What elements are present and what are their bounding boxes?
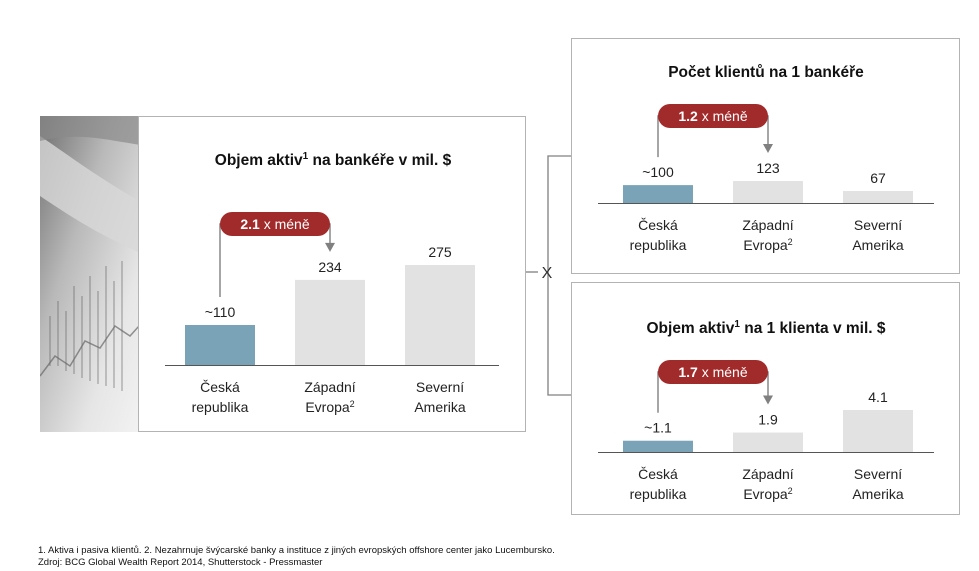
category-label-3: Severní Amerika xyxy=(852,466,904,502)
ratio-badge-text: 1.7 x méně xyxy=(678,364,747,380)
ratio-badge-text: 1.2 x méně xyxy=(678,108,747,124)
footnote-notes: 1. Aktiva i pasiva klientů. 2. Nezahrnuj… xyxy=(38,545,555,556)
chart-title: Objem aktiv1 na 1 klienta v mil. $ xyxy=(646,319,885,337)
bar-3 xyxy=(843,410,913,452)
connector-multiply: X xyxy=(526,155,571,396)
chart-clients-per-banker: Počet klientů na 1 bankéře ~100 123 67 Česká… xyxy=(598,64,934,253)
ratio-badge xyxy=(220,212,330,236)
category-label-1: Česká republika xyxy=(630,217,687,253)
category-label-1: Česká republika xyxy=(630,466,687,502)
chart-assets-per-client: Objem aktiv1 na 1 klienta v mil. $ ~1.1 1.… xyxy=(598,319,934,502)
panel-assets-per-banker: Objem aktiv1 na bankéře v mil. $ ~110 234 2… xyxy=(138,116,526,432)
bar-2 xyxy=(295,279,365,365)
photo-hand-charts xyxy=(40,116,148,432)
chart-title: Objem aktiv1 na bankéře v mil. $ xyxy=(215,151,452,169)
value-label-3: 4.1 xyxy=(868,389,888,405)
value-label-1: ~1.1 xyxy=(644,420,672,436)
comparison-arrowhead xyxy=(763,144,773,153)
bar-1 xyxy=(623,185,693,203)
bar-3 xyxy=(405,265,475,365)
value-label-1: ~110 xyxy=(205,304,236,320)
ratio-badge xyxy=(658,360,768,384)
category-label-2: Západní Evropa2 xyxy=(742,466,793,502)
footnote-source: Zdroj: BCG Global Wealth Report 2014, Sh… xyxy=(38,557,323,568)
bar-1 xyxy=(185,325,255,365)
bar-3 xyxy=(843,191,913,203)
photo-image xyxy=(40,116,148,432)
category-label-1: Česká republika xyxy=(192,379,249,415)
value-label-2: 234 xyxy=(318,259,342,275)
panel-assets-per-client: Objem aktiv1 na 1 klienta v mil. $ ~1.1 1.… xyxy=(571,282,960,515)
value-label-2: 1.9 xyxy=(758,412,778,428)
comparison-arrowhead xyxy=(325,242,335,252)
connector-bracket xyxy=(547,155,571,396)
category-label-3: Severní Amerika xyxy=(852,217,904,253)
footnotes: 1. Aktiva i pasiva klientů. 2. Nezahrnuj… xyxy=(38,545,555,569)
chart-assets-per-banker: Objem aktiv1 na bankéře v mil. $ ~110 234 2… xyxy=(165,151,499,415)
category-label-3: Severní Amerika xyxy=(414,379,466,415)
chart-title: Počet klientů na 1 bankéře xyxy=(668,64,864,81)
ratio-badge xyxy=(658,104,768,128)
value-label-3: 67 xyxy=(870,170,886,186)
bar-2 xyxy=(733,432,803,452)
multiply-operator: X xyxy=(542,265,553,282)
value-label-1: ~100 xyxy=(642,164,674,180)
value-label-2: 123 xyxy=(756,160,780,176)
value-label-3: 275 xyxy=(428,244,452,260)
comparison-arrowhead xyxy=(763,395,773,405)
category-label-2: Západní Evropa2 xyxy=(304,379,355,415)
bar-2 xyxy=(733,181,803,203)
category-label-2: Západní Evropa2 xyxy=(742,217,793,253)
panel-clients-per-banker: Počet klientů na 1 bankéře ~100 123 67 Česká… xyxy=(571,38,960,274)
bar-1 xyxy=(623,440,693,452)
ratio-badge-text: 2.1 x méně xyxy=(240,216,309,232)
